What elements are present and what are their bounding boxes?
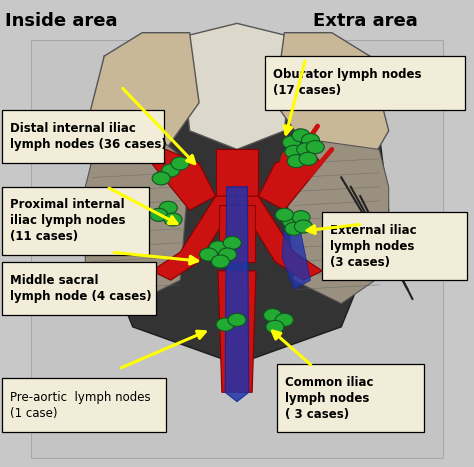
Ellipse shape [150,208,168,221]
Ellipse shape [219,248,237,261]
Ellipse shape [162,164,180,177]
Ellipse shape [211,255,229,268]
FancyBboxPatch shape [322,212,467,280]
Ellipse shape [299,152,317,165]
FancyBboxPatch shape [277,364,424,432]
Text: Extra area: Extra area [313,12,417,30]
Ellipse shape [285,145,303,158]
FancyBboxPatch shape [2,378,166,432]
Ellipse shape [159,201,177,214]
Ellipse shape [216,318,234,331]
Ellipse shape [301,134,319,147]
Polygon shape [284,140,389,304]
Text: Pre-aortic  lymph nodes
(1 case): Pre-aortic lymph nodes (1 case) [10,390,151,420]
Polygon shape [219,205,255,262]
Text: Common iliac
lymph nodes
( 3 cases): Common iliac lymph nodes ( 3 cases) [285,375,374,421]
Text: Inside area: Inside area [5,12,118,30]
Ellipse shape [285,222,303,235]
Ellipse shape [292,129,310,142]
Ellipse shape [297,143,315,156]
Polygon shape [235,196,322,280]
Text: Distal internal iliac
lymph nodes (36 cases): Distal internal iliac lymph nodes (36 ca… [10,122,167,151]
Ellipse shape [223,236,241,249]
Ellipse shape [283,215,301,228]
Polygon shape [85,140,190,304]
Bar [31,40,443,458]
Polygon shape [275,33,389,163]
Ellipse shape [209,241,227,254]
FancyBboxPatch shape [2,187,149,255]
Text: External iliac
lymph nodes
(3 cases): External iliac lymph nodes (3 cases) [330,224,417,269]
Polygon shape [218,271,256,392]
Ellipse shape [200,248,218,261]
Polygon shape [152,196,239,280]
Ellipse shape [306,141,324,154]
Ellipse shape [287,155,305,168]
Ellipse shape [275,208,293,221]
Polygon shape [85,37,389,364]
Ellipse shape [283,136,301,149]
Polygon shape [180,23,294,149]
Ellipse shape [292,211,310,224]
Ellipse shape [275,313,293,326]
Text: Proximal internal
iliac lymph nodes
(11 cases): Proximal internal iliac lymph nodes (11 … [10,198,126,243]
Polygon shape [258,149,322,210]
Polygon shape [225,187,249,402]
Ellipse shape [264,309,282,322]
Ellipse shape [294,220,312,233]
Text: Middle sacral
lymph node (4 cases): Middle sacral lymph node (4 cases) [10,274,152,303]
Polygon shape [282,224,310,290]
Text: Oburator lymph nodes
(17 cases): Oburator lymph nodes (17 cases) [273,68,422,98]
Ellipse shape [164,213,182,226]
Polygon shape [85,33,199,163]
Polygon shape [216,149,258,205]
Ellipse shape [152,172,170,185]
FancyBboxPatch shape [265,56,465,110]
Ellipse shape [228,313,246,326]
Ellipse shape [171,157,189,170]
FancyBboxPatch shape [2,262,156,315]
Ellipse shape [266,320,284,333]
Polygon shape [152,149,216,210]
FancyBboxPatch shape [2,110,164,163]
